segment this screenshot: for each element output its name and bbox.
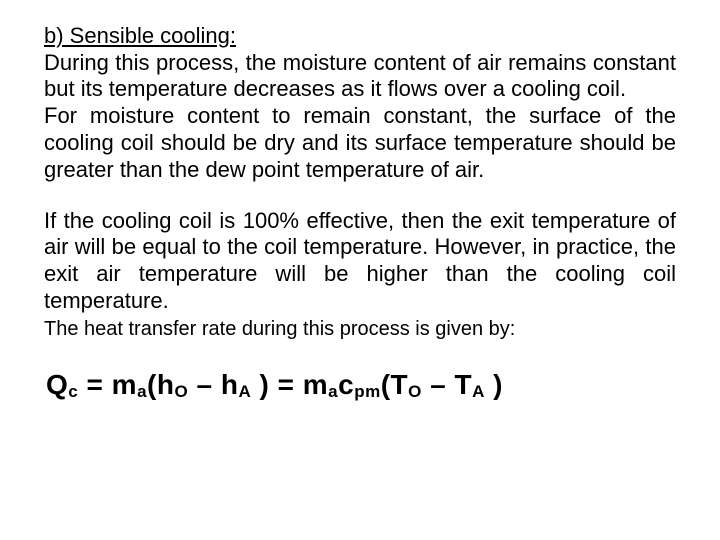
eq-m1-sub: a (137, 382, 147, 401)
eq-TA-sub: A (472, 382, 485, 401)
eq-c: c (338, 369, 354, 400)
eq-hO-open: (h (147, 369, 174, 400)
eq-hO-sub: O (174, 382, 188, 401)
paragraph-3: The heat transfer rate during this proce… (44, 317, 676, 341)
eq-minus1: – h (188, 369, 238, 400)
eq-minus2: – T (422, 369, 472, 400)
eq-TO-sub: O (408, 382, 422, 401)
eq-eq1: = (78, 369, 111, 400)
eq-hA-sub: A (238, 382, 251, 401)
paragraph-2: If the cooling coil is 100% effective, t… (44, 208, 676, 315)
paragraph-1a: During this process, the moisture conten… (44, 50, 676, 104)
eq-Q: Q (46, 369, 68, 400)
section-heading: b) Sensible cooling: (44, 22, 676, 50)
eq-close1: ) (251, 369, 269, 400)
eq-eq2: = (269, 369, 302, 400)
eq-m1: m (112, 369, 137, 400)
eq-c-sub: pm (354, 382, 381, 401)
document-page: b) Sensible cooling: During this process… (0, 0, 720, 540)
eq-close2: ) (485, 369, 503, 400)
eq-m2: m (303, 369, 328, 400)
equation: Qc = ma(hO – hA ) = macpm(TO – TA ) (46, 369, 503, 400)
paragraph-1b: For moisture content to remain constant,… (44, 103, 676, 183)
equation-block: Qc = ma(hO – hA ) = macpm(TO – TA ) (44, 369, 676, 402)
eq-m2-sub: a (328, 382, 338, 401)
eq-TO-open: (T (381, 369, 408, 400)
eq-Q-sub: c (68, 382, 78, 401)
